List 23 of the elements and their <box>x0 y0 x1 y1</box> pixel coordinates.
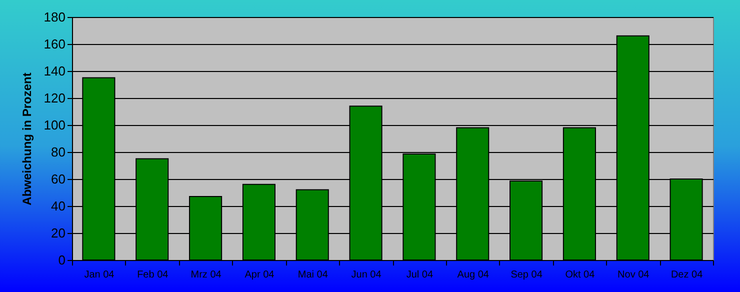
x-tick-label: Jun 04 <box>351 270 382 280</box>
x-tick-label: Jan 04 <box>84 270 115 280</box>
x-tick-label: Okt 04 <box>565 270 596 280</box>
y-tick-label: 100 <box>44 118 66 132</box>
x-tick-label: Jul 04 <box>406 270 434 280</box>
y-axis-title: Abweichung in Prozent <box>20 72 34 206</box>
y-tick-label: 140 <box>44 64 66 78</box>
y-tick-label: 0 <box>58 252 66 268</box>
y-tick-label: 20 <box>51 226 66 240</box>
x-tick-label: Dez 04 <box>670 270 704 280</box>
y-tick-label: 120 <box>44 90 66 106</box>
x-tick-label: Mrz 04 <box>190 270 222 280</box>
y-tick-label: 180 <box>44 10 66 24</box>
x-tick-label: Sep 04 <box>510 270 543 280</box>
x-tick-label: Apr 04 <box>244 270 275 280</box>
y-tick-label: 60 <box>51 172 66 186</box>
x-tick-label: Feb 04 <box>137 270 169 280</box>
y-tick-label: 40 <box>51 198 66 214</box>
x-tick-label: Nov 04 <box>618 270 650 280</box>
x-tick-label: Aug 04 <box>457 270 490 280</box>
y-tick-label: 80 <box>51 144 66 160</box>
x-tick-label: Mai 04 <box>298 270 328 280</box>
y-tick-label: 160 <box>44 36 66 52</box>
